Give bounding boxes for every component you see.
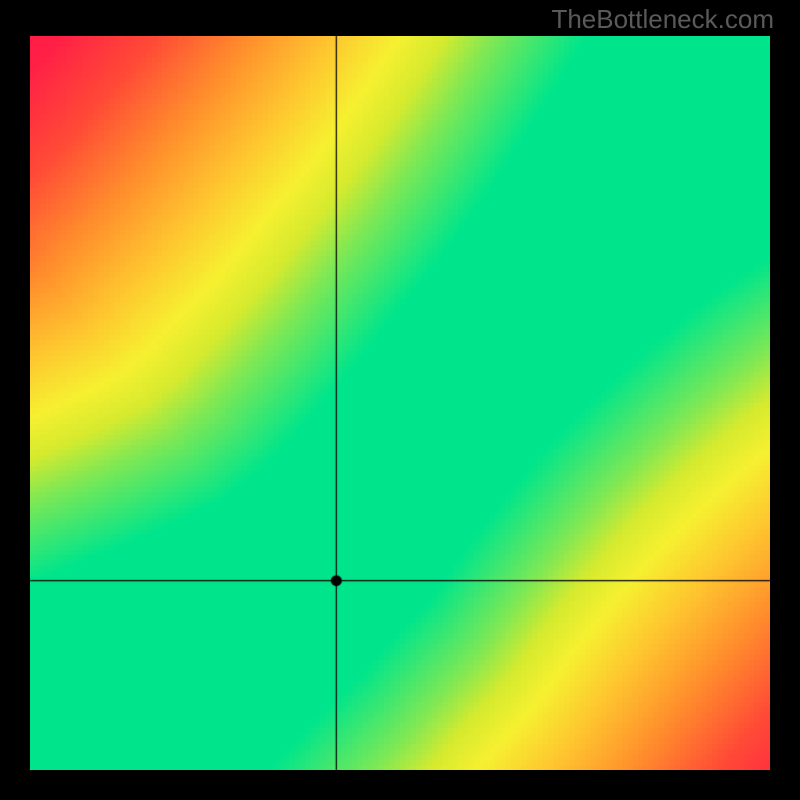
watermark-text: TheBottleneck.com — [551, 4, 774, 35]
chart-root: TheBottleneck.com — [0, 0, 800, 800]
crosshair-overlay — [0, 0, 800, 800]
